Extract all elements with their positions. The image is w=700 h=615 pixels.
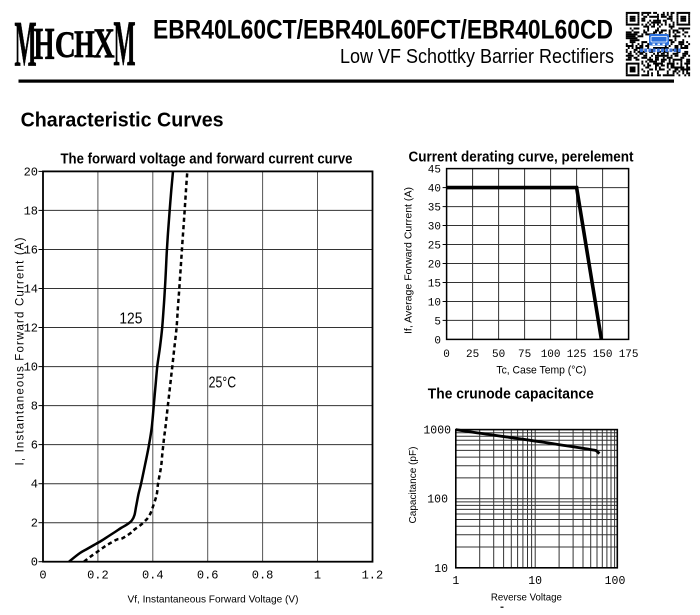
svg-text:0: 0 — [443, 349, 450, 361]
svg-text:15: 15 — [428, 279, 441, 291]
svg-text:H: H — [74, 23, 95, 66]
svg-text:125: 125 — [119, 311, 142, 328]
svg-text:Vf, Instantaneous Forward Volt: Vf, Instantaneous Forward Voltage (V) — [128, 594, 299, 606]
svg-text:100: 100 — [427, 494, 448, 507]
svg-text:0.2: 0.2 — [87, 569, 109, 583]
svg-text:0: 0 — [39, 569, 46, 583]
svg-text:100: 100 — [605, 575, 626, 588]
svg-text:10: 10 — [428, 298, 441, 310]
svg-text:35: 35 — [428, 203, 441, 215]
svg-text:Low VF Schottky Barrier Rectif: Low VF Schottky Barrier Rectifiers — [340, 46, 614, 68]
svg-text:H: H — [34, 20, 55, 70]
svg-text:0.6: 0.6 — [197, 569, 219, 583]
svg-text:75: 75 — [518, 349, 531, 361]
svg-text:5: 5 — [434, 316, 441, 328]
svg-text:30: 30 — [428, 222, 441, 234]
svg-text:4: 4 — [31, 478, 38, 492]
svg-text:Current derating curve, perele: Current derating curve, perelement — [409, 150, 634, 166]
svg-text:1: 1 — [314, 569, 321, 583]
svg-text:EBR40L60CT/EBR40L60FCT/EBR40L6: EBR40L60CT/EBR40L60FCT/EBR40L60CD — [153, 15, 613, 45]
svg-text:12: 12 — [24, 322, 38, 336]
svg-text:25: 25 — [428, 241, 441, 253]
svg-text:M: M — [14, 7, 36, 80]
svg-text:0: 0 — [434, 335, 441, 347]
svg-text:20: 20 — [24, 165, 38, 179]
svg-text:1.2: 1.2 — [362, 569, 384, 583]
svg-text:150: 150 — [593, 349, 613, 361]
svg-text:0.4: 0.4 — [142, 569, 164, 583]
svg-text:Tc, Case Temp (°C): Tc, Case Temp (°C) — [496, 365, 586, 377]
svg-text:25: 25 — [466, 349, 479, 361]
svg-text:I, Instantaneous Forward Curre: I, Instantaneous Forward Current (A) — [15, 237, 27, 465]
svg-text:C: C — [55, 25, 76, 66]
svg-text:Reverse Voltage: Reverse Voltage — [491, 592, 562, 604]
svg-text:6: 6 — [31, 439, 38, 453]
svg-text:16: 16 — [24, 244, 38, 258]
svg-text:25°C: 25°C — [209, 375, 237, 392]
svg-text:0.8: 0.8 — [252, 569, 274, 583]
svg-text:If, Average Forward Current (A: If, Average Forward Current (A) — [403, 187, 415, 334]
svg-text:Characteristic Curves: Characteristic Curves — [21, 109, 224, 132]
svg-text:Capacitance (pF): Capacitance (pF) — [407, 447, 419, 524]
svg-text:The forward voltage and forwar: The forward voltage and forward current … — [61, 152, 353, 168]
svg-text:X: X — [93, 20, 114, 66]
svg-text:175: 175 — [619, 349, 639, 361]
svg-text:10: 10 — [528, 575, 542, 588]
svg-text:2: 2 — [31, 517, 38, 531]
svg-text:1000: 1000 — [423, 425, 451, 438]
svg-text:M: M — [113, 6, 135, 79]
svg-text:100: 100 — [541, 349, 561, 361]
svg-text:50: 50 — [492, 349, 505, 361]
svg-text:125: 125 — [567, 349, 587, 361]
svg-text:20: 20 — [428, 260, 441, 272]
svg-text:18: 18 — [24, 204, 38, 218]
svg-text:40: 40 — [428, 184, 441, 196]
svg-text:1: 1 — [452, 575, 459, 588]
svg-text:10: 10 — [434, 563, 448, 576]
svg-text:45: 45 — [428, 165, 441, 177]
svg-text:The crunode capacitance: The crunode capacitance — [428, 387, 594, 403]
svg-text:10: 10 — [24, 361, 38, 375]
svg-text:14: 14 — [24, 283, 38, 297]
svg-text:0: 0 — [31, 556, 38, 570]
svg-text:8: 8 — [31, 400, 38, 414]
